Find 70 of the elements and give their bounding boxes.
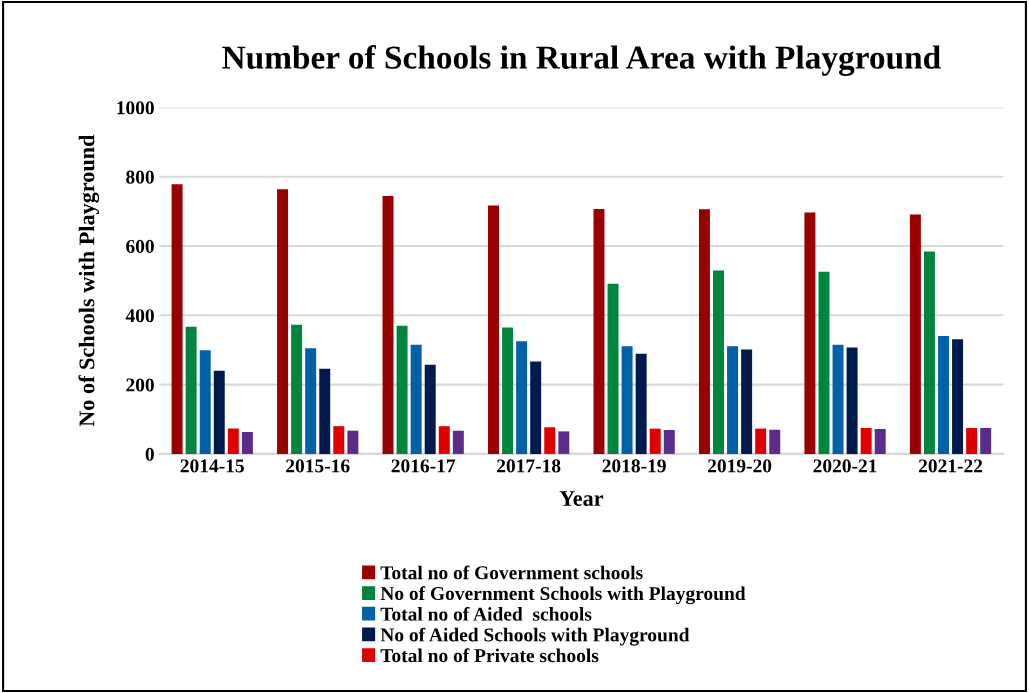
bar [227, 428, 239, 454]
legend-label: Total no of Aided schools [380, 606, 592, 621]
bar [593, 208, 605, 454]
bar [396, 325, 408, 454]
bar [713, 270, 724, 454]
bar [347, 430, 359, 454]
x-tick-label: 2021-22 [918, 459, 983, 473]
x-tick-label: 2015-16 [286, 459, 350, 473]
bar [410, 344, 422, 454]
bar [438, 426, 450, 454]
bar [755, 428, 767, 454]
bar [832, 344, 844, 454]
bar [741, 349, 753, 454]
bar [241, 432, 253, 454]
bar [213, 370, 225, 454]
y-tick-label: 0 [145, 447, 154, 461]
bar [333, 426, 345, 454]
y-tick-label: 1000 [117, 101, 154, 115]
x-tick-label: 2014-15 [180, 459, 244, 473]
bar [846, 347, 858, 454]
bar [607, 283, 619, 454]
bar [171, 184, 183, 454]
bar [727, 346, 739, 454]
bar [909, 214, 921, 454]
legend-label: No of Government Schools with Playground [380, 586, 746, 605]
bar [952, 339, 964, 454]
bar [319, 368, 331, 454]
bar [516, 341, 528, 454]
legend-label: No of Aided Schools with Playground [380, 627, 690, 646]
legend-label: Total no of Government schools [380, 565, 643, 580]
x-tick-label: 2020-21 [813, 459, 877, 473]
y-tick-label: 200 [126, 378, 154, 392]
bar [663, 430, 675, 454]
bar [980, 427, 992, 454]
bar [938, 336, 949, 454]
chart-title: Number of Schools in Rural Area with Playground [222, 45, 941, 76]
bar [635, 353, 647, 454]
bar [621, 346, 633, 454]
x-tick-label: 2017-18 [497, 459, 561, 473]
x-axis-title: Year [559, 491, 604, 506]
y-tick-label: 600 [126, 239, 154, 253]
x-tick-label: 2018-19 [602, 459, 666, 473]
bar [502, 327, 514, 454]
bar [923, 251, 935, 454]
bar [291, 324, 303, 454]
x-tick-label: 2019-20 [708, 459, 772, 473]
bar [698, 209, 710, 454]
bar [649, 428, 661, 454]
bar [424, 364, 436, 454]
x-tick-label: 2016-17 [391, 459, 456, 473]
y-axis-title: No of Schools with Playground [78, 134, 100, 427]
bar [860, 427, 872, 454]
bar [769, 429, 781, 454]
bar [305, 348, 317, 454]
bar [804, 212, 816, 454]
legend-label: Total no of Private schools [380, 648, 599, 663]
bar [530, 361, 542, 454]
y-tick-label: 800 [126, 170, 154, 184]
bar [488, 205, 499, 454]
bar [544, 427, 556, 454]
y-tick-label: 400 [125, 309, 154, 323]
bar [185, 326, 197, 454]
bar [452, 430, 464, 454]
bar [199, 350, 211, 454]
bar [966, 427, 978, 454]
bar [277, 189, 289, 454]
bar [874, 428, 886, 454]
bar [558, 431, 570, 454]
bar [382, 196, 394, 454]
bar [818, 271, 830, 454]
